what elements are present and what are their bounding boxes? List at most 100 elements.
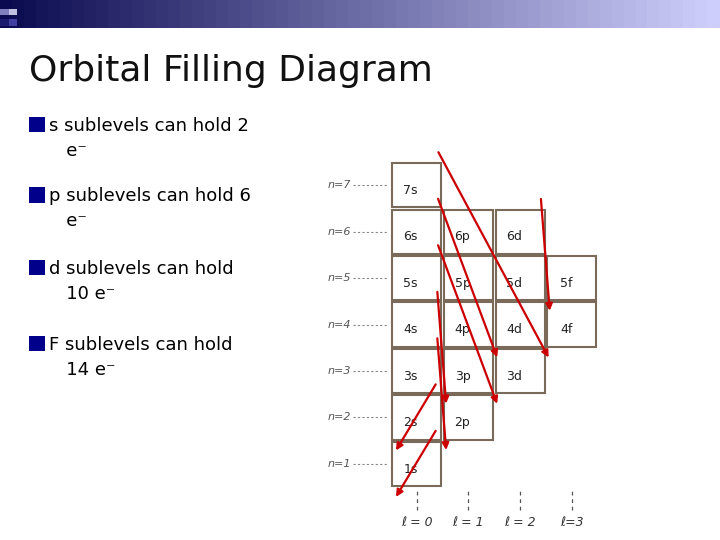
Text: 4d: 4d bbox=[506, 323, 522, 336]
Text: 5f: 5f bbox=[560, 277, 572, 290]
Text: n=4: n=4 bbox=[328, 320, 351, 329]
Bar bbox=[24, 0, 37, 28]
Text: ℓ = 0: ℓ = 0 bbox=[401, 516, 433, 529]
Bar bbox=[503, 0, 516, 28]
Bar bbox=[392, 302, 441, 347]
Text: s sublevels can hold 2
   e⁻: s sublevels can hold 2 e⁻ bbox=[49, 117, 249, 160]
Bar bbox=[636, 0, 648, 28]
Text: n=1: n=1 bbox=[328, 459, 351, 469]
Bar bbox=[392, 256, 441, 300]
Bar bbox=[600, 0, 612, 28]
Bar bbox=[96, 0, 109, 28]
Text: 3s: 3s bbox=[403, 370, 418, 383]
Bar bbox=[624, 0, 636, 28]
Text: n=6: n=6 bbox=[328, 227, 351, 237]
Text: ℓ = 1: ℓ = 1 bbox=[453, 516, 484, 529]
Bar bbox=[228, 0, 240, 28]
Bar bbox=[444, 349, 492, 393]
Bar bbox=[72, 0, 85, 28]
Bar bbox=[312, 0, 325, 28]
Text: 7s: 7s bbox=[403, 184, 418, 197]
Bar bbox=[444, 395, 492, 440]
Text: n=5: n=5 bbox=[328, 273, 351, 283]
Bar bbox=[647, 0, 660, 28]
Bar bbox=[29, 336, 45, 351]
Bar bbox=[552, 0, 564, 28]
Bar bbox=[495, 349, 544, 393]
Bar bbox=[495, 256, 544, 300]
Bar bbox=[372, 0, 384, 28]
Bar bbox=[495, 210, 544, 254]
Bar bbox=[9, 9, 17, 15]
Bar bbox=[575, 0, 588, 28]
Bar bbox=[444, 210, 492, 254]
Bar bbox=[547, 302, 596, 347]
Bar bbox=[408, 0, 420, 28]
Bar bbox=[192, 0, 204, 28]
Bar bbox=[240, 0, 253, 28]
Text: p sublevels can hold 6
   e⁻: p sublevels can hold 6 e⁻ bbox=[49, 187, 251, 231]
Bar bbox=[611, 0, 624, 28]
Bar bbox=[156, 0, 168, 28]
Text: 4f: 4f bbox=[560, 323, 572, 336]
Text: 5p: 5p bbox=[454, 277, 470, 290]
Text: n=3: n=3 bbox=[328, 366, 351, 376]
Bar bbox=[300, 0, 312, 28]
Bar bbox=[683, 0, 696, 28]
Bar bbox=[420, 0, 433, 28]
Text: 5s: 5s bbox=[403, 277, 418, 290]
Bar bbox=[444, 0, 456, 28]
Bar bbox=[696, 0, 708, 28]
Bar bbox=[0, 9, 9, 15]
Bar bbox=[528, 0, 540, 28]
Text: ℓ = 2: ℓ = 2 bbox=[504, 516, 536, 529]
Bar bbox=[9, 19, 17, 26]
Bar bbox=[84, 0, 96, 28]
Bar bbox=[168, 0, 181, 28]
Text: 5d: 5d bbox=[506, 277, 522, 290]
Text: 6d: 6d bbox=[506, 231, 522, 244]
Bar bbox=[12, 0, 24, 28]
Bar bbox=[392, 395, 441, 440]
Bar bbox=[288, 0, 300, 28]
Bar bbox=[48, 0, 60, 28]
Bar bbox=[0, 0, 13, 28]
Bar bbox=[384, 0, 397, 28]
Bar bbox=[180, 0, 192, 28]
Bar bbox=[120, 0, 132, 28]
Bar bbox=[444, 302, 492, 347]
Text: 6p: 6p bbox=[454, 231, 470, 244]
Text: Orbital Filling Diagram: Orbital Filling Diagram bbox=[29, 54, 433, 88]
Bar bbox=[276, 0, 289, 28]
Bar bbox=[564, 0, 576, 28]
Text: 4s: 4s bbox=[403, 323, 418, 336]
Bar bbox=[432, 0, 444, 28]
Text: 2s: 2s bbox=[403, 416, 418, 429]
Bar bbox=[392, 163, 441, 207]
Bar bbox=[360, 0, 372, 28]
Bar bbox=[708, 0, 720, 28]
Bar bbox=[516, 0, 528, 28]
Bar bbox=[29, 187, 45, 202]
Bar bbox=[672, 0, 684, 28]
Bar bbox=[392, 210, 441, 254]
Bar bbox=[216, 0, 228, 28]
Bar bbox=[36, 0, 49, 28]
Bar bbox=[495, 302, 544, 347]
Text: ℓ=3: ℓ=3 bbox=[560, 516, 584, 529]
Bar bbox=[108, 0, 121, 28]
Bar bbox=[204, 0, 217, 28]
Text: n=7: n=7 bbox=[328, 180, 351, 190]
Text: n=2: n=2 bbox=[328, 413, 351, 422]
Bar bbox=[392, 349, 441, 393]
Bar bbox=[467, 0, 480, 28]
Bar bbox=[29, 117, 45, 132]
Text: d sublevels can hold
   10 e⁻: d sublevels can hold 10 e⁻ bbox=[49, 260, 233, 303]
Bar bbox=[444, 256, 492, 300]
Bar bbox=[252, 0, 264, 28]
Bar bbox=[492, 0, 504, 28]
Bar bbox=[132, 0, 145, 28]
Bar bbox=[348, 0, 361, 28]
Bar bbox=[539, 0, 552, 28]
Bar bbox=[588, 0, 600, 28]
